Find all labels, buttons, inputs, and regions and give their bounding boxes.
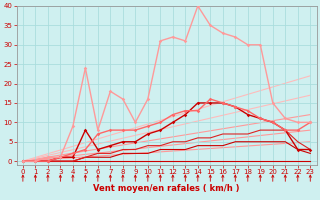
- X-axis label: Vent moyen/en rafales ( km/h ): Vent moyen/en rafales ( km/h ): [93, 184, 240, 193]
